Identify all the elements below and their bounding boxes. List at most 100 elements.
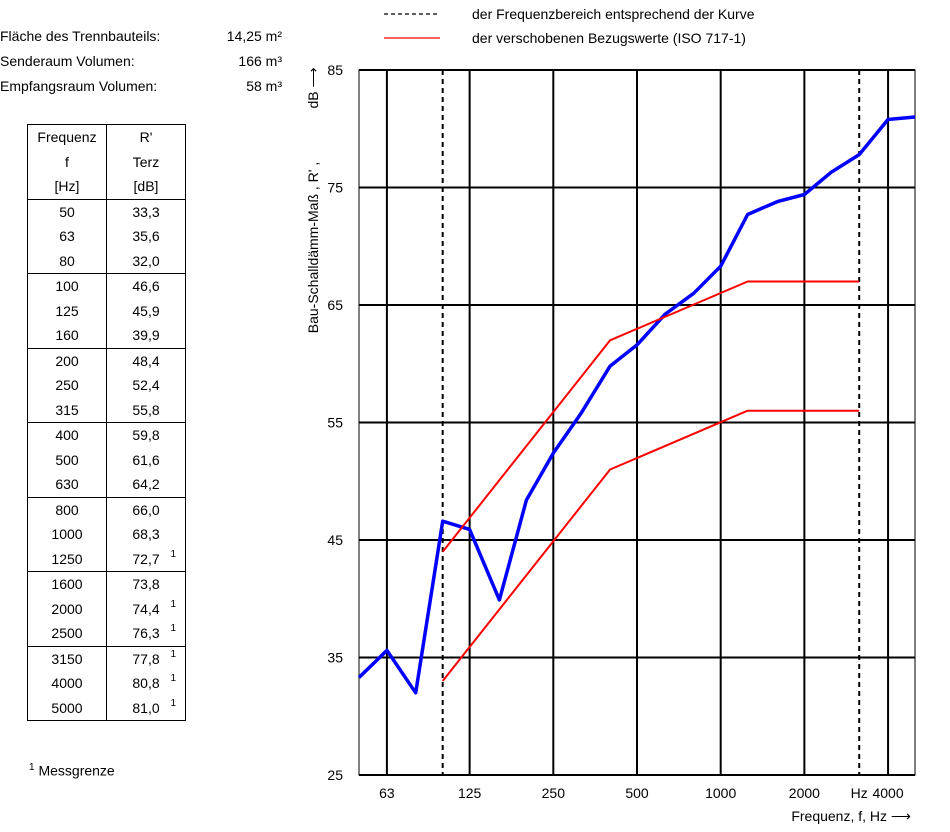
chart-series <box>357 115 916 695</box>
footnote-mark: 1 <box>29 762 35 773</box>
x-axis-label: Frequenz, f, Hz ⟶ <box>791 808 911 824</box>
r-value: 72,7 <box>132 550 160 567</box>
r-value: 64,2 <box>132 476 160 493</box>
table-row: 315 55,8 <box>27 397 186 423</box>
column-header: [Hz] <box>27 174 107 199</box>
x-tick-label: 500 <box>625 785 649 801</box>
r-value: 61,6 <box>132 451 160 468</box>
table-row: 160 39,9 <box>27 323 186 348</box>
table-row: 1250 72,7 1 <box>27 546 186 572</box>
r-value: 59,8 <box>132 427 160 444</box>
r-value: 74,4 <box>132 600 160 617</box>
frequency-cell: 2500 <box>27 621 107 646</box>
r-value: 52,4 <box>132 377 160 394</box>
y-tick-label: 75 <box>327 180 343 196</box>
x-tick-label: 2000 <box>789 785 820 801</box>
reference-curve <box>441 280 860 553</box>
measured-curve <box>357 115 916 695</box>
y-axis-unit: dB ⟶ <box>305 67 321 108</box>
info-row-receiving-volume: Empfangsraum Volumen: 58 m³ <box>0 78 282 103</box>
frequency-cell: 400 <box>27 422 107 448</box>
legend-label: der Frequenzbereich entsprechend der Kur… <box>472 6 755 22</box>
table-header-row: f Terz <box>27 149 186 174</box>
r-value-cell: 72,7 1 <box>106 546 186 572</box>
r-value-cell: 77,8 1 <box>106 645 186 671</box>
r-value-cell: 74,4 1 <box>106 596 186 621</box>
footnote-text: Messgrenze <box>38 762 115 779</box>
table-row: 63 35,6 <box>27 224 186 249</box>
r-value: 48,4 <box>132 352 160 369</box>
frequency-cell: 4000 <box>27 671 107 696</box>
x-unit-label: Hz <box>851 785 868 801</box>
r-value: 32,0 <box>132 252 160 269</box>
r-value: 68,3 <box>132 526 160 543</box>
frequency-cell: 800 <box>27 496 107 522</box>
frequency-cell: 63 <box>27 224 107 249</box>
measurement-limit-mark: 1 <box>170 598 176 610</box>
y-tick-label: 35 <box>327 650 343 666</box>
r-value-cell: 76,3 1 <box>106 621 186 646</box>
x-tick-label: 125 <box>458 785 482 801</box>
frequency-cell: 250 <box>27 373 107 398</box>
r-value: 55,8 <box>132 401 160 418</box>
table-row: 5000 81,0 1 <box>27 695 186 721</box>
y-tick-label: 65 <box>327 297 343 313</box>
column-header: R' <box>106 124 186 150</box>
chart-legend: der Frequenzbereich entsprechend der Kur… <box>384 6 755 46</box>
table-row: 80 32,0 <box>27 248 186 274</box>
table-row: 800 66,0 <box>27 496 186 522</box>
table-header-row: [Hz] [dB] <box>27 174 186 199</box>
table-row: 2500 76,3 1 <box>27 621 186 646</box>
footnote: 1 Messgrenze <box>29 762 115 779</box>
y-tick-label: 45 <box>327 532 343 548</box>
r-value-cell: 46,6 <box>106 273 186 299</box>
r-value: 45,9 <box>132 302 160 319</box>
r-value: 66,0 <box>132 501 160 518</box>
r-value-cell: 68,3 <box>106 522 186 547</box>
r-value-cell: 81,0 1 <box>106 695 186 721</box>
x-tick-label: 63 <box>379 785 395 801</box>
table-row: 500 61,6 <box>27 447 186 472</box>
measurement-limit-mark: 1 <box>170 673 176 684</box>
table-row: 400 59,8 <box>27 422 186 448</box>
frequency-cell: 1000 <box>27 522 107 547</box>
r-value-cell: 61,6 <box>106 447 186 472</box>
area-value: 14,25 m² <box>226 28 282 44</box>
legend-label: der verschobenen Bezugswerte (ISO 717-1) <box>472 30 746 46</box>
chart-grid <box>358 69 916 776</box>
table-row: 250 52,4 <box>27 373 186 398</box>
table-row: 1600 73,8 <box>27 571 186 597</box>
reference-curve <box>441 409 860 682</box>
r-value-cell: 35,6 <box>106 224 186 249</box>
frequency-cell: 5000 <box>27 695 107 721</box>
table-row: 100 46,6 <box>27 273 186 299</box>
r-value-cell: 52,4 <box>106 373 186 398</box>
r-value: 39,9 <box>132 327 160 344</box>
y-axis-label: Bau-Schalldämm-Maß , R' , <box>305 162 321 334</box>
receiving-volume-label: Empfangsraum Volumen: <box>0 78 158 94</box>
y-tick-label: 25 <box>327 767 343 783</box>
table-row: 3150 77,8 1 <box>27 645 186 671</box>
r-value: 46,6 <box>132 278 160 295</box>
frequency-cell: 500 <box>27 447 107 472</box>
r-value: 80,8 <box>132 675 160 692</box>
r-value: 77,8 <box>132 650 160 667</box>
r-value: 35,6 <box>132 228 160 245</box>
y-tick-label: 55 <box>327 415 343 431</box>
table-row: 630 64,2 <box>27 472 186 497</box>
frequency-cell: 125 <box>27 298 107 323</box>
frequency-cell: 160 <box>27 323 107 348</box>
table-row: 2000 74,4 1 <box>27 596 186 621</box>
r-value-cell: 33,3 <box>106 198 186 224</box>
frequency-cell: 1600 <box>27 571 107 597</box>
table-row: 1000 68,3 <box>27 522 186 547</box>
source-volume-value: 166 m³ <box>238 53 282 69</box>
r-value: 33,3 <box>132 203 160 220</box>
measurement-limit-mark: 1 <box>170 648 176 660</box>
r-value: 73,8 <box>132 576 160 593</box>
r-value-cell: 39,9 <box>106 323 186 348</box>
x-tick-label: 250 <box>542 785 566 801</box>
r-value-cell: 32,0 <box>106 248 186 274</box>
